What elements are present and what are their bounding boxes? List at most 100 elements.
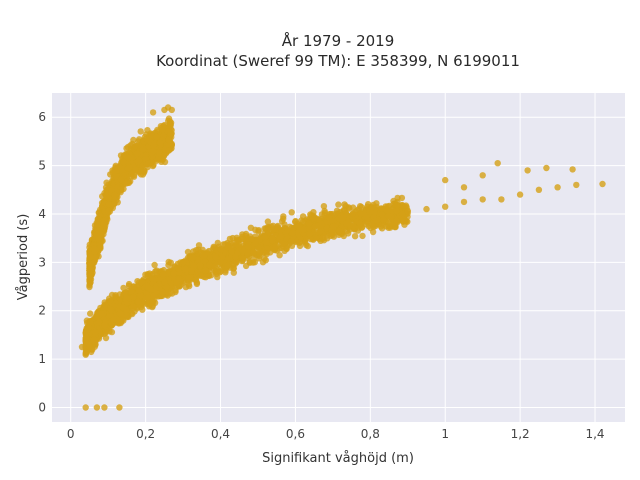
data-point: [149, 162, 157, 170]
y-tick-label: 2: [38, 304, 46, 318]
data-point: [90, 259, 98, 266]
data-point: [217, 258, 224, 266]
data-point: [159, 271, 167, 278]
data-point: [134, 150, 141, 157]
data-point: [460, 198, 468, 206]
data-point: [139, 146, 147, 153]
data-point: [442, 203, 449, 210]
data-point: [159, 126, 166, 133]
data-point: [102, 329, 109, 336]
data-point: [85, 324, 93, 331]
data-point: [224, 262, 231, 269]
data-point: [155, 149, 163, 156]
data-point: [167, 259, 174, 266]
data-point: [140, 169, 148, 176]
data-point: [156, 139, 164, 147]
data-point: [153, 133, 160, 141]
data-point: [148, 131, 155, 138]
data-point: [377, 223, 385, 230]
data-point: [173, 279, 180, 286]
data-point: [214, 239, 221, 247]
data-point: [277, 233, 285, 240]
y-axis-ticks: 0 1 2 3 4 5 6: [38, 110, 46, 414]
data-point: [170, 270, 177, 277]
data-point: [365, 222, 372, 230]
data-point: [90, 336, 98, 343]
data-point: [228, 247, 235, 255]
y-tick-label: 6: [38, 110, 46, 124]
data-point: [190, 262, 197, 269]
data-point: [244, 254, 251, 262]
data-point: [135, 287, 142, 294]
data-point: [278, 240, 286, 247]
data-point: [150, 292, 158, 300]
data-point: [394, 202, 401, 209]
data-point: [272, 242, 280, 249]
data-point: [516, 191, 524, 198]
data-point: [106, 305, 114, 313]
data-point: [267, 249, 274, 256]
data-point: [217, 268, 224, 275]
data-point: [142, 135, 150, 142]
data-point: [250, 249, 257, 256]
data-point: [535, 186, 543, 193]
data-point: [261, 234, 269, 241]
data-point: [95, 236, 102, 243]
x-tick-label: 0,8: [361, 427, 380, 441]
data-point: [166, 120, 174, 127]
data-point: [283, 245, 290, 252]
data-point: [239, 255, 246, 262]
data-point: [276, 252, 283, 259]
x-tick-label: 1: [441, 427, 449, 441]
data-point: [255, 227, 262, 234]
data-point: [86, 343, 93, 351]
x-tick-label: 0,2: [136, 427, 155, 441]
data-point: [343, 220, 350, 227]
data-point: [120, 158, 128, 166]
data-point: [292, 218, 299, 226]
data-point: [248, 235, 255, 243]
chart-title-line-1: År 1979 - 2019: [282, 31, 395, 50]
data-point: [132, 166, 139, 173]
y-axis-label: Vågperiod (s): [16, 214, 31, 301]
data-point: [300, 226, 307, 233]
data-point: [137, 128, 144, 135]
data-point: [155, 154, 162, 161]
data-point: [573, 181, 580, 189]
data-point: [167, 131, 174, 138]
data-point: [130, 293, 137, 301]
data-point: [165, 136, 172, 144]
data-point: [105, 201, 113, 208]
data-point: [189, 254, 196, 261]
data-point: [320, 203, 328, 210]
data-point: [217, 246, 224, 253]
data-point: [244, 243, 252, 250]
data-point: [393, 208, 400, 215]
grid-lines: [52, 93, 625, 422]
data-point: [148, 275, 156, 282]
data-point: [351, 233, 359, 240]
data-point: [288, 209, 295, 216]
data-point: [442, 176, 449, 184]
data-point: [599, 180, 606, 188]
y-tick-label: 0: [38, 400, 46, 414]
data-points: [78, 104, 606, 411]
data-point: [301, 239, 309, 246]
data-point: [284, 227, 292, 234]
data-point: [130, 136, 137, 144]
data-point: [101, 301, 109, 308]
data-point: [256, 250, 263, 257]
data-point: [87, 310, 94, 317]
data-point: [479, 196, 486, 203]
data-point: [147, 286, 155, 293]
data-point: [569, 166, 576, 173]
data-point: [172, 287, 179, 294]
data-point: [356, 220, 363, 227]
data-point: [129, 310, 136, 318]
data-point: [98, 310, 106, 317]
data-point: [197, 272, 205, 280]
data-point: [96, 244, 104, 252]
data-point: [404, 208, 411, 215]
data-point: [306, 230, 313, 238]
data-point: [95, 227, 102, 234]
